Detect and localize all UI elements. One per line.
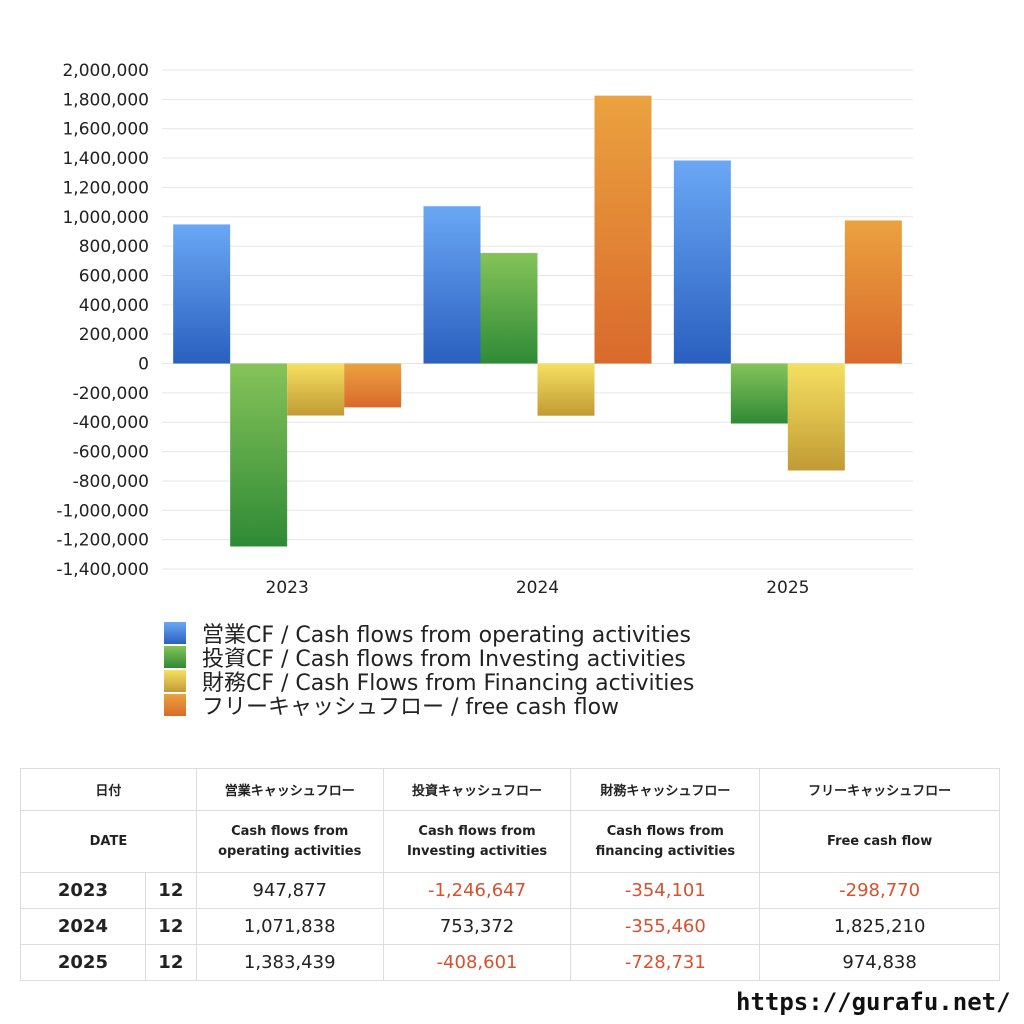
bar-operating-2023: [173, 224, 231, 364]
y-tick-label: -600,000: [73, 443, 149, 463]
cell-investing: -408,601: [382, 944, 572, 981]
table-row: 2024 12 1,071,838 753,372 -355,460 1,825…: [20, 908, 1000, 945]
cell-operating: 947,877: [195, 872, 384, 909]
y-tick-label: 1,000,000: [62, 208, 149, 228]
y-tick-label: 200,000: [79, 325, 149, 345]
bar-free-2024: [594, 95, 652, 364]
cell-financing: -355,460: [570, 908, 761, 945]
legend-label-operating: 営業CF / Cash flows from operating activit…: [202, 623, 691, 648]
legend-label-financing: 財務CF / Cash Flows from Financing activit…: [202, 671, 695, 696]
y-tick-label: 2,000,000: [62, 61, 149, 81]
bars: [173, 95, 902, 547]
y-tick-label: 1,200,000: [62, 178, 149, 198]
cell-year: 2025: [20, 944, 146, 981]
bar-financing-2023: [287, 363, 345, 416]
cell-free: 1,825,210: [759, 908, 1000, 945]
y-tick-label: 400,000: [79, 296, 149, 316]
bar-operating-2024: [423, 206, 481, 364]
legend-swatch-free: [164, 694, 186, 716]
y-tick-label: 800,000: [79, 237, 149, 257]
y-tick-label: 600,000: [79, 266, 149, 286]
x-axis-ticks: 2023 2024 2025: [266, 578, 810, 598]
bar-investing-2023: [230, 363, 288, 547]
table-header-japanese: 日付 営業キャッシュフロー 投資キャッシュフロー 財務キャッシュフロー フリーキ…: [20, 768, 1000, 811]
header-operating-jp: 営業キャッシュフロー: [195, 768, 384, 811]
y-axis-ticks: 2,000,000 1,800,000 1,600,000 1,400,000 1,20…: [56, 61, 149, 580]
header-date-en: DATE: [20, 810, 197, 873]
header-date-jp: 日付: [20, 768, 197, 811]
x-tick-label: 2023: [266, 578, 309, 598]
cash-flow-table: 日付 営業キャッシュフロー 投資キャッシュフロー 財務キャッシュフロー フリーキ…: [20, 768, 1000, 981]
y-tick-label: -1,200,000: [56, 531, 149, 551]
legend-label-investing: 投資CF / Cash flows from Investing activit…: [202, 647, 686, 672]
header-financing-jp: 財務キャッシュフロー: [570, 768, 761, 811]
legend-item-operating: 営業CF / Cash flows from operating activit…: [164, 621, 694, 648]
cell-financing: -354,101: [570, 872, 761, 909]
cell-operating: 1,383,439: [195, 944, 384, 981]
header-operating-en-line2: operating activities: [218, 843, 362, 859]
legend-item-financing: 財務CF / Cash Flows from Financing activit…: [164, 669, 694, 696]
table-row: 2023 12 947,877 -1,246,647 -354,101 -298…: [20, 872, 1000, 909]
cash-flow-bar-chart: 2,000,000 1,800,000 1,600,000 1,400,000 1,20…: [56, 61, 913, 598]
legend-swatch-financing: [164, 670, 186, 692]
bar-operating-2025: [673, 160, 731, 364]
y-tick-label: 1,400,000: [62, 149, 149, 169]
bar-investing-2025: [730, 363, 788, 424]
cell-month: 12: [144, 944, 197, 981]
table-header-english: DATE Cash flows from operating activitie…: [20, 810, 1000, 873]
y-tick-label: 0: [138, 355, 149, 375]
cell-free: -298,770: [759, 872, 1000, 909]
y-tick-label: -1,000,000: [56, 501, 149, 521]
cell-month: 12: [144, 872, 197, 909]
header-investing-en-line1: Cash flows from: [418, 823, 536, 839]
cell-year: 2024: [20, 908, 146, 945]
site-url[interactable]: https://gurafu.net/: [736, 988, 1011, 1016]
bar-financing-2024: [537, 363, 595, 416]
cell-operating: 1,071,838: [195, 908, 384, 945]
y-tick-label: 1,600,000: [62, 120, 149, 140]
header-free-en: Free cash flow: [759, 810, 1000, 873]
legend: 営業CF / Cash flows from operating activit…: [164, 621, 694, 720]
legend-swatch-operating: [164, 622, 186, 644]
bar-financing-2025: [787, 363, 845, 471]
header-operating-en-line1: Cash flows from: [231, 823, 349, 839]
header-investing-en-line2: Investing activities: [406, 843, 548, 859]
legend-item-free: フリーキャッシュフロー / free cash flow: [164, 693, 694, 720]
cell-year: 2023: [20, 872, 146, 909]
x-tick-label: 2024: [516, 578, 559, 598]
legend-swatch-investing: [164, 646, 186, 668]
bar-free-2025: [844, 220, 902, 364]
header-financing-en-line2: financing activities: [595, 843, 736, 859]
x-tick-label: 2025: [766, 578, 809, 598]
cell-financing: -728,731: [570, 944, 761, 981]
header-free-jp: フリーキャッシュフロー: [759, 768, 1000, 811]
cell-investing: -1,246,647: [382, 872, 572, 909]
y-tick-label: -1,400,000: [56, 560, 149, 580]
legend-item-investing: 投資CF / Cash flows from Investing activit…: [164, 645, 694, 672]
header-financing-en: Cash flows from financing activities: [570, 810, 761, 873]
legend-label-free: フリーキャッシュフロー / free cash flow: [202, 695, 620, 720]
header-financing-en-line1: Cash flows from: [606, 823, 724, 839]
bar-investing-2024: [480, 252, 538, 364]
header-operating-en: Cash flows from operating activities: [195, 810, 384, 873]
table-row: 2025 12 1,383,439 -408,601 -728,731 974,…: [20, 944, 1000, 981]
y-tick-label: -200,000: [73, 384, 149, 404]
y-tick-label: 1,800,000: [62, 90, 149, 110]
y-tick-label: -400,000: [73, 413, 149, 433]
y-tick-label: -800,000: [73, 472, 149, 492]
cell-investing: 753,372: [382, 908, 572, 945]
header-investing-en: Cash flows from Investing activities: [382, 810, 572, 873]
cell-free: 974,838: [759, 944, 1000, 981]
header-investing-jp: 投資キャッシュフロー: [382, 768, 572, 811]
cell-month: 12: [144, 908, 197, 945]
bar-free-2023: [344, 363, 402, 408]
